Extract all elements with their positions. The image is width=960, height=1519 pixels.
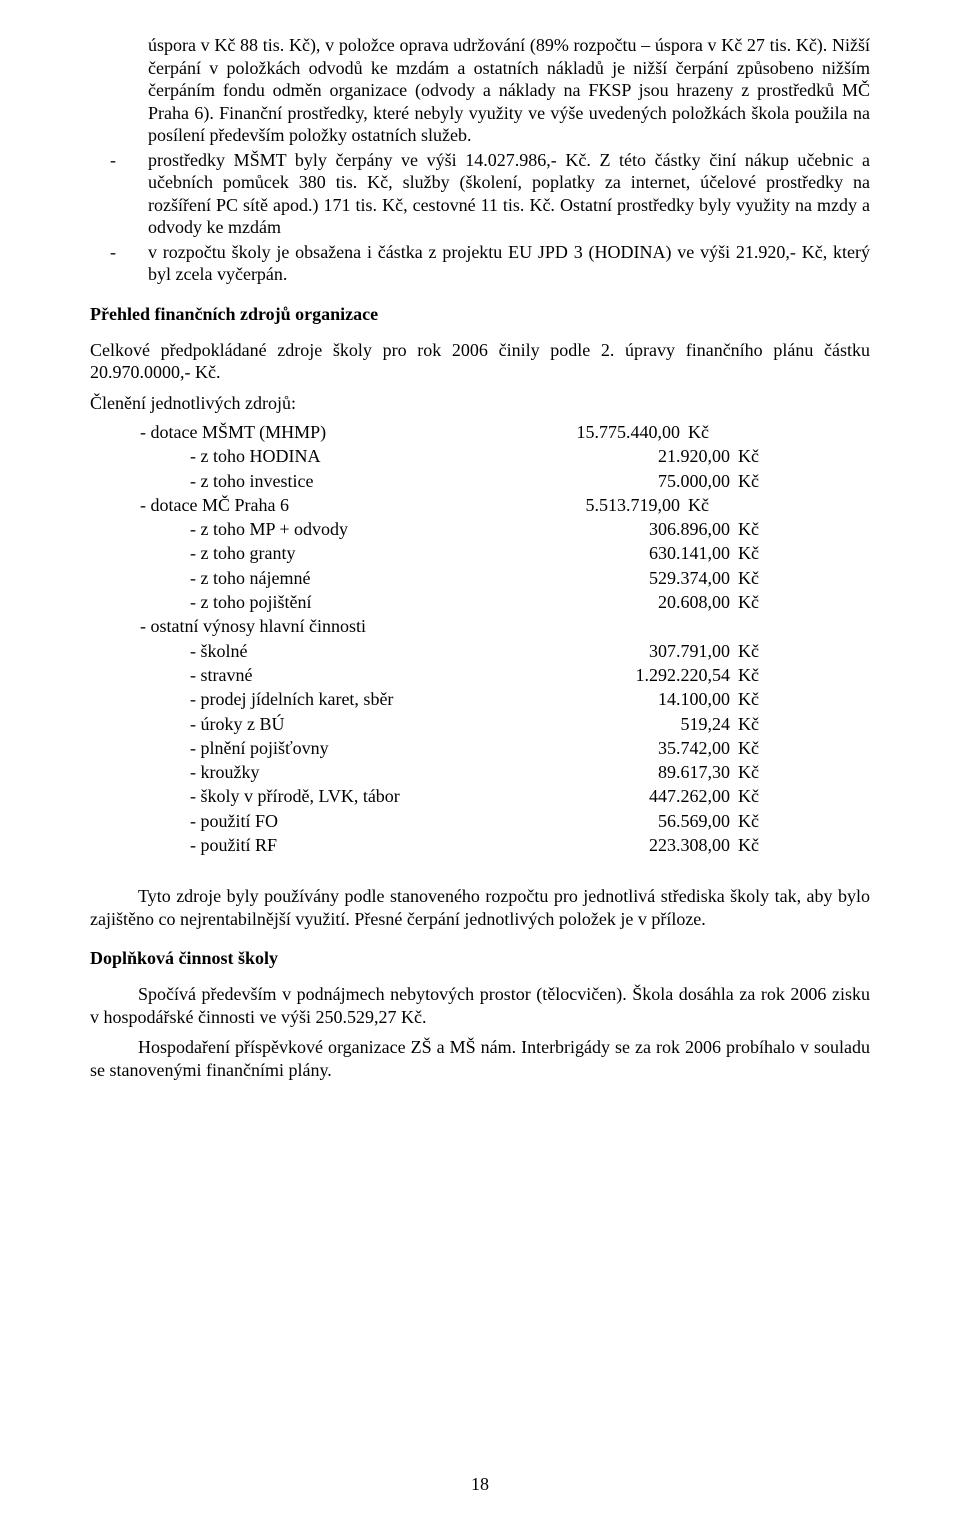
- row-label: - ostatní výnosy hlavní činnosti: [90, 614, 500, 638]
- row-currency: Kč: [738, 517, 778, 541]
- row-label: - použití RF: [90, 833, 550, 857]
- table-row: - školné307.791,00Kč: [90, 639, 870, 663]
- row-label: - kroužky: [90, 760, 550, 784]
- section2-paragraph-2: Hospodaření příspěvkové organizace ZŠ a …: [90, 1036, 870, 1081]
- section-paragraph: Celkové předpokládané zdroje školy pro r…: [90, 339, 870, 384]
- row-currency: Kč: [738, 736, 778, 760]
- row-value: 306.896,00: [550, 517, 738, 541]
- row-currency: Kč: [738, 712, 778, 736]
- row-value: 20.608,00: [550, 590, 738, 614]
- row-value: 519,24: [550, 712, 738, 736]
- row-currency: Kč: [738, 469, 778, 493]
- table-row: - ostatní výnosy hlavní činnosti: [90, 614, 870, 638]
- row-label: - plnění pojišťovny: [90, 736, 550, 760]
- row-currency: Kč: [738, 833, 778, 857]
- row-label: - školy v přírodě, LVK, tábor: [90, 784, 550, 808]
- row-value: 75.000,00: [550, 469, 738, 493]
- row-label: - z toho pojištění: [90, 590, 550, 614]
- row-value: 15.775.440,00: [500, 420, 688, 444]
- table-row: - použití RF223.308,00Kč: [90, 833, 870, 857]
- row-value: 89.617,30: [550, 760, 738, 784]
- row-value: 307.791,00: [550, 639, 738, 663]
- below-table-paragraph: Tyto zdroje byly používány podle stanove…: [90, 885, 870, 930]
- row-label: - z toho MP + odvody: [90, 517, 550, 541]
- row-value: 21.920,00: [550, 444, 738, 468]
- row-currency: Kč: [738, 809, 778, 833]
- intro-bullet-list: prostředky MŠMT byly čerpány ve výši 14.…: [90, 149, 870, 286]
- row-currency: [688, 614, 728, 638]
- table-row: - z toho HODINA21.920,00Kč: [90, 444, 870, 468]
- row-label: - z toho granty: [90, 541, 550, 565]
- row-value: 5.513.719,00: [500, 493, 688, 517]
- row-currency: Kč: [738, 687, 778, 711]
- table-row: - školy v přírodě, LVK, tábor447.262,00K…: [90, 784, 870, 808]
- row-value: 35.742,00: [550, 736, 738, 760]
- row-currency: Kč: [688, 493, 728, 517]
- row-label: - školné: [90, 639, 550, 663]
- section-title-doplnkova: Doplňková činnost školy: [90, 948, 870, 969]
- table-row: - úroky z BÚ519,24Kč: [90, 712, 870, 736]
- row-currency: Kč: [738, 639, 778, 663]
- row-label: - úroky z BÚ: [90, 712, 550, 736]
- table-row: - dotace MŠMT (MHMP)15.775.440,00Kč: [90, 420, 870, 444]
- row-value: 529.374,00: [550, 566, 738, 590]
- list-item: prostředky MŠMT byly čerpány ve výši 14.…: [90, 149, 870, 239]
- section2-paragraph-1: Spočívá především v podnájmech nebytovýc…: [90, 983, 870, 1028]
- row-value: 14.100,00: [550, 687, 738, 711]
- row-currency: Kč: [738, 784, 778, 808]
- row-currency: Kč: [738, 444, 778, 468]
- page-number: 18: [0, 1474, 960, 1495]
- row-currency: Kč: [688, 420, 728, 444]
- row-currency: Kč: [738, 590, 778, 614]
- table-row: - kroužky89.617,30Kč: [90, 760, 870, 784]
- row-value: 447.262,00: [550, 784, 738, 808]
- table-row: - stravné1.292.220,54Kč: [90, 663, 870, 687]
- row-value: 56.569,00: [550, 809, 738, 833]
- table-row: - prodej jídelních karet, sběr14.100,00K…: [90, 687, 870, 711]
- row-label: - prodej jídelních karet, sběr: [90, 687, 550, 711]
- row-currency: Kč: [738, 760, 778, 784]
- section-title-prehled: Přehled finančních zdrojů organizace: [90, 304, 870, 325]
- row-value: 223.308,00: [550, 833, 738, 857]
- table-row: - dotace MČ Praha 65.513.719,00Kč: [90, 493, 870, 517]
- row-label: - z toho nájemné: [90, 566, 550, 590]
- row-label: - použití FO: [90, 809, 550, 833]
- row-currency: Kč: [738, 566, 778, 590]
- spacer: [90, 857, 870, 885]
- table-row: - plnění pojišťovny35.742,00Kč: [90, 736, 870, 760]
- table-row: - z toho MP + odvody306.896,00Kč: [90, 517, 870, 541]
- row-label: - z toho HODINA: [90, 444, 550, 468]
- breakdown-title: Členění jednotlivých zdrojů:: [90, 392, 870, 415]
- row-label: - stravné: [90, 663, 550, 687]
- row-value: [500, 614, 688, 638]
- table-row: - použití FO56.569,00Kč: [90, 809, 870, 833]
- row-label: - dotace MŠMT (MHMP): [90, 420, 500, 444]
- row-currency: Kč: [738, 663, 778, 687]
- row-currency: Kč: [738, 541, 778, 565]
- row-label: - z toho investice: [90, 469, 550, 493]
- intro-paragraph: úspora v Kč 88 tis. Kč), v položce oprav…: [148, 34, 870, 147]
- table-row: - z toho pojištění20.608,00Kč: [90, 590, 870, 614]
- document-page: úspora v Kč 88 tis. Kč), v položce oprav…: [0, 0, 960, 1519]
- table-row: - z toho granty630.141,00Kč: [90, 541, 870, 565]
- list-item: v rozpočtu školy je obsažena i částka z …: [90, 241, 870, 286]
- table-row: - z toho nájemné529.374,00Kč: [90, 566, 870, 590]
- row-value: 1.292.220,54: [550, 663, 738, 687]
- finance-breakdown-table: - dotace MŠMT (MHMP)15.775.440,00Kč- z t…: [90, 420, 870, 857]
- row-label: - dotace MČ Praha 6: [90, 493, 500, 517]
- row-value: 630.141,00: [550, 541, 738, 565]
- table-row: - z toho investice75.000,00Kč: [90, 469, 870, 493]
